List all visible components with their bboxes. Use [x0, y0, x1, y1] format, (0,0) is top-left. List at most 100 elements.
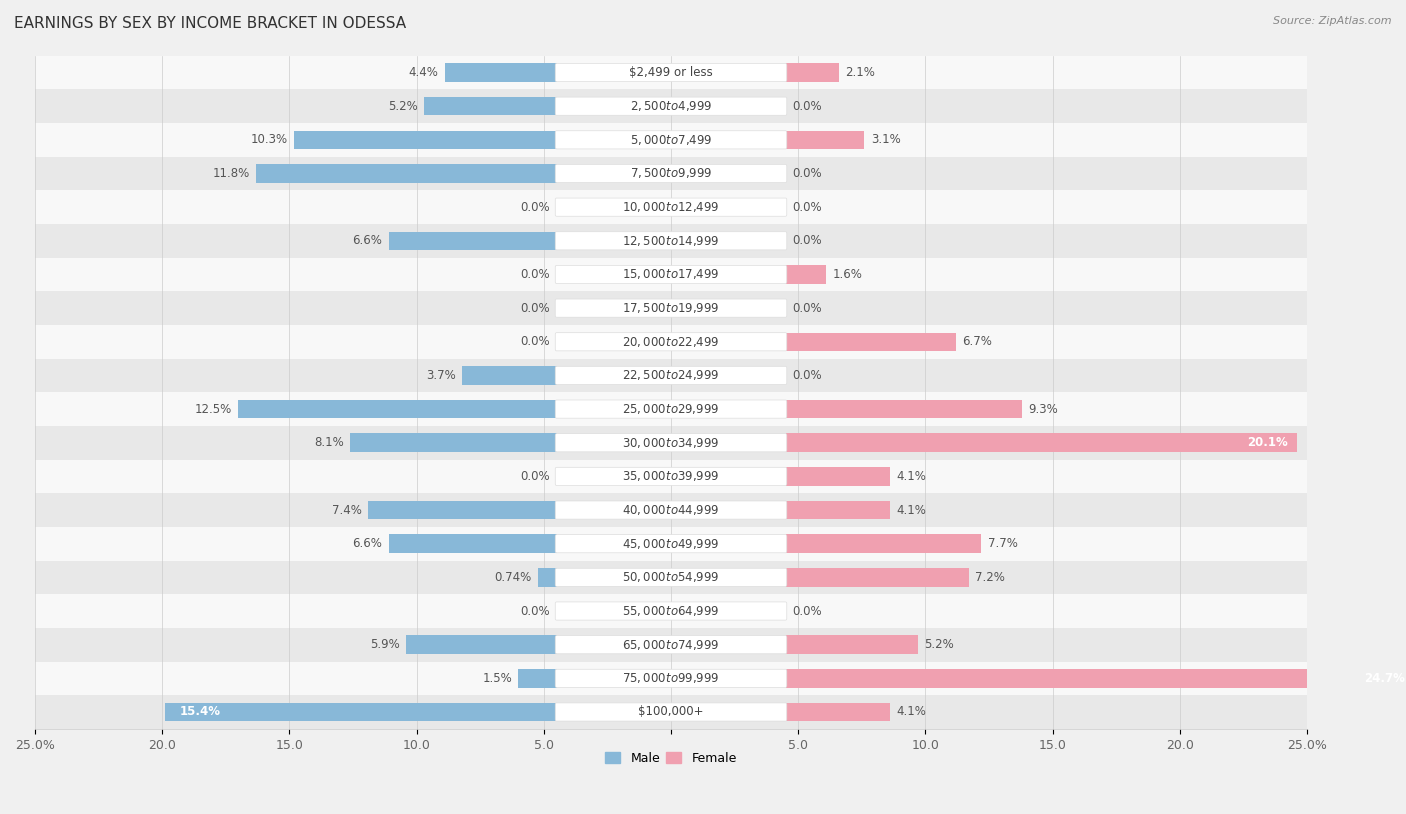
Text: $12,500 to $14,999: $12,500 to $14,999 [623, 234, 720, 247]
Bar [406, 636, 557, 654]
Text: $5,000 to $7,499: $5,000 to $7,499 [630, 133, 713, 147]
FancyBboxPatch shape [555, 366, 787, 384]
Bar [35, 493, 1308, 527]
Bar [35, 156, 1308, 190]
Text: 0.0%: 0.0% [792, 234, 821, 247]
Text: $7,500 to $9,999: $7,500 to $9,999 [630, 167, 713, 181]
Bar [786, 63, 839, 81]
Text: 15.4%: 15.4% [180, 706, 221, 719]
Text: $2,499 or less: $2,499 or less [628, 66, 713, 79]
Bar [35, 695, 1308, 729]
Text: 5.2%: 5.2% [924, 638, 953, 651]
Bar [425, 97, 557, 116]
Text: $75,000 to $99,999: $75,000 to $99,999 [623, 672, 720, 685]
Bar [786, 501, 890, 519]
Text: 9.3%: 9.3% [1029, 403, 1059, 416]
Bar [350, 434, 557, 452]
FancyBboxPatch shape [555, 131, 787, 149]
FancyBboxPatch shape [555, 434, 787, 452]
Text: 6.6%: 6.6% [353, 234, 382, 247]
Bar [786, 467, 890, 486]
FancyBboxPatch shape [555, 636, 787, 654]
Bar [35, 325, 1308, 359]
Bar [388, 231, 557, 250]
Bar [537, 568, 557, 587]
Bar [463, 366, 557, 385]
FancyBboxPatch shape [555, 703, 787, 721]
FancyBboxPatch shape [555, 669, 787, 687]
Text: 3.7%: 3.7% [426, 369, 456, 382]
Text: 2.1%: 2.1% [845, 66, 875, 79]
FancyBboxPatch shape [555, 602, 787, 620]
Text: $35,000 to $39,999: $35,000 to $39,999 [623, 470, 720, 484]
Text: $10,000 to $12,499: $10,000 to $12,499 [623, 200, 720, 214]
Bar [388, 535, 557, 553]
Bar [368, 501, 557, 519]
FancyBboxPatch shape [555, 501, 787, 519]
Text: 0.0%: 0.0% [792, 200, 821, 213]
Text: 5.9%: 5.9% [370, 638, 401, 651]
Text: 20.1%: 20.1% [1247, 436, 1288, 449]
Bar [239, 400, 557, 418]
Text: $22,500 to $24,999: $22,500 to $24,999 [623, 369, 720, 383]
Text: 3.1%: 3.1% [870, 133, 900, 147]
Bar [35, 258, 1308, 291]
Text: $25,000 to $29,999: $25,000 to $29,999 [623, 402, 720, 416]
Bar [35, 460, 1308, 493]
Bar [786, 400, 1022, 418]
FancyBboxPatch shape [555, 63, 787, 81]
Text: Source: ZipAtlas.com: Source: ZipAtlas.com [1274, 16, 1392, 26]
Text: 0.0%: 0.0% [792, 167, 821, 180]
Text: $40,000 to $44,999: $40,000 to $44,999 [623, 503, 720, 517]
FancyBboxPatch shape [555, 467, 787, 485]
Text: 24.7%: 24.7% [1364, 672, 1405, 685]
Text: $50,000 to $54,999: $50,000 to $54,999 [623, 571, 720, 584]
FancyBboxPatch shape [555, 198, 787, 217]
FancyBboxPatch shape [555, 97, 787, 116]
Bar [35, 359, 1308, 392]
Text: 4.1%: 4.1% [896, 470, 927, 483]
Bar [35, 628, 1308, 662]
Text: $2,500 to $4,999: $2,500 to $4,999 [630, 99, 713, 113]
Text: 0.0%: 0.0% [792, 605, 821, 618]
Text: 7.2%: 7.2% [976, 571, 1005, 584]
Text: 11.8%: 11.8% [212, 167, 250, 180]
Text: 1.6%: 1.6% [832, 268, 862, 281]
Text: EARNINGS BY SEX BY INCOME BRACKET IN ODESSA: EARNINGS BY SEX BY INCOME BRACKET IN ODE… [14, 16, 406, 31]
Text: 4.1%: 4.1% [896, 504, 927, 517]
FancyBboxPatch shape [555, 232, 787, 250]
Text: 8.1%: 8.1% [315, 436, 344, 449]
Bar [786, 434, 1296, 452]
Text: $55,000 to $64,999: $55,000 to $64,999 [623, 604, 720, 618]
Bar [35, 90, 1308, 123]
Text: $65,000 to $74,999: $65,000 to $74,999 [623, 637, 720, 652]
Bar [35, 662, 1308, 695]
FancyBboxPatch shape [555, 568, 787, 586]
FancyBboxPatch shape [555, 164, 787, 182]
Bar [165, 702, 557, 721]
Bar [35, 224, 1308, 258]
Bar [35, 123, 1308, 156]
Bar [786, 265, 827, 284]
Text: 0.0%: 0.0% [520, 335, 550, 348]
Bar [35, 426, 1308, 460]
FancyBboxPatch shape [555, 265, 787, 283]
Text: 4.4%: 4.4% [408, 66, 439, 79]
Bar [35, 594, 1308, 628]
Bar [35, 561, 1308, 594]
Bar [35, 527, 1308, 561]
Bar [786, 568, 969, 587]
FancyBboxPatch shape [555, 333, 787, 351]
Text: $20,000 to $22,499: $20,000 to $22,499 [623, 335, 720, 348]
Text: 6.7%: 6.7% [962, 335, 993, 348]
Text: 4.1%: 4.1% [896, 706, 927, 719]
Bar [444, 63, 557, 81]
Text: 0.0%: 0.0% [520, 302, 550, 315]
Text: $100,000+: $100,000+ [638, 706, 704, 719]
Bar [35, 55, 1308, 90]
Text: 0.0%: 0.0% [520, 268, 550, 281]
FancyBboxPatch shape [555, 400, 787, 418]
Text: 7.4%: 7.4% [332, 504, 361, 517]
FancyBboxPatch shape [555, 299, 787, 317]
FancyBboxPatch shape [555, 535, 787, 553]
